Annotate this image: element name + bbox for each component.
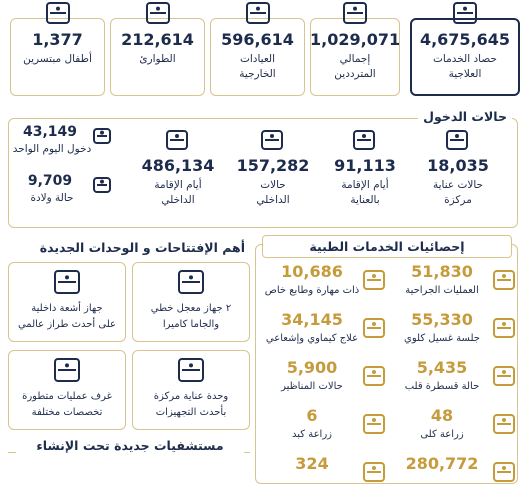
admissions-box	[8, 118, 518, 228]
icon	[353, 130, 375, 150]
summary-label: الخارجية	[239, 68, 276, 80]
opening-box	[8, 350, 126, 430]
medical-value: 34,145	[281, 310, 343, 329]
opening-line: بأحدث التجهيزات	[155, 407, 227, 418]
admission-label: الداخلي	[161, 194, 195, 206]
summary-box	[410, 18, 520, 96]
medical-label: زراعة كبد	[292, 429, 332, 440]
opening-line: والجاما كاميرا	[162, 319, 220, 330]
medical-value: 51,830	[411, 262, 473, 281]
admission-label: حالات	[260, 179, 286, 191]
icon	[453, 2, 477, 24]
summary-label: حصاد الخدمات	[433, 53, 497, 65]
admission-label: أيام الإقامة	[341, 179, 389, 191]
summary-value: 596,614	[221, 30, 294, 49]
admission-label: مركزة	[444, 194, 472, 206]
opening-line: ٢ جهاز معجل خطي	[150, 303, 232, 314]
side-value: 43,149	[22, 124, 78, 140]
icon	[178, 270, 204, 294]
icon	[54, 358, 80, 382]
summary-label: أطفال مبتسرين	[23, 53, 92, 65]
icon	[145, 2, 170, 24]
admission-label: الداخلي	[256, 194, 290, 206]
opening-box	[132, 350, 250, 430]
side-label: دخول اليوم الواحد	[12, 143, 92, 155]
icon	[493, 270, 515, 290]
admission-value: 486,134	[141, 156, 215, 175]
medical-label: ذات مهارة وطابع خاص	[264, 285, 360, 296]
summary-box	[210, 18, 305, 96]
summary-label: العلاجية	[448, 68, 482, 80]
icon	[178, 358, 204, 382]
summary-label: إجمالي	[339, 53, 371, 65]
summary-value: 1,377	[32, 30, 83, 49]
admission-value: 157,282	[236, 156, 310, 175]
medical-value: 6	[306, 406, 318, 425]
opening-line: على أحدث طراز عالمي	[17, 319, 117, 330]
medical-value: 48	[430, 406, 454, 425]
opening-line: تخصصات مختلفة	[31, 407, 103, 418]
icon	[363, 270, 385, 290]
summary-box	[110, 18, 205, 96]
summary-label: العيادات	[239, 53, 276, 65]
openings-title: أهم الإفتتاحات و الوحدات الجديدة	[8, 240, 250, 255]
medical-label: زراعة كلى	[420, 429, 464, 440]
opening-line: غرف عمليات متطورة	[22, 391, 112, 402]
side-value: 9,709	[27, 173, 73, 189]
opening-line: وحدة عناية مركزة	[153, 391, 229, 402]
admission-value: 91,113	[334, 156, 396, 175]
icon	[261, 130, 283, 150]
opening-line: جهاز أشعة داخلية	[31, 303, 103, 314]
medical-label: علاج كيماوي وإشعاعي	[265, 333, 359, 344]
icon	[493, 462, 515, 482]
icon	[363, 462, 385, 482]
opening-box	[132, 262, 250, 342]
icon	[93, 128, 111, 144]
admission-label: بالعناية	[350, 194, 380, 206]
icon	[493, 318, 515, 338]
summary-box	[310, 18, 400, 96]
side-label: حالة ولادة	[30, 192, 74, 204]
medical-value: 10,686	[281, 262, 343, 281]
icon	[493, 366, 515, 386]
openings-footer: مستشفيات جديدة تحت الإنشاء	[16, 438, 244, 453]
icon	[363, 366, 385, 386]
medical-value: 55,330	[411, 310, 473, 329]
medical-value: 324	[295, 454, 329, 473]
summary-value: 1,029,071	[310, 30, 401, 49]
summary-value: 212,614	[121, 30, 194, 49]
icon	[245, 2, 270, 24]
icon	[166, 130, 188, 150]
icon	[93, 177, 111, 193]
medical-label: حالات المناظير	[281, 381, 343, 392]
icon	[363, 318, 385, 338]
icon	[343, 2, 367, 24]
opening-box	[8, 262, 126, 342]
canvas: 4,675,645 حصاد الخدمات العلاجية 1,029,071 إج…	[8, 2, 520, 484]
icon	[45, 2, 70, 24]
icon	[493, 414, 515, 434]
icon	[446, 130, 468, 150]
medical-label: جلسة غسيل كلوي	[404, 333, 480, 344]
admission-label: أيام الإقامة	[154, 179, 202, 191]
icon	[54, 270, 80, 294]
summary-label: الطوارئ	[139, 53, 176, 65]
medical-label: العمليات الجراحية	[405, 285, 479, 296]
medical-title: إحصائيات الخدمات الطبية	[262, 235, 512, 258]
medical-label: حالة قسطرة قلب	[404, 381, 480, 392]
admissions-title: حالات الدخول	[418, 109, 512, 124]
medical-value: 5,435	[416, 358, 468, 377]
medical-value: 5,900	[286, 358, 338, 377]
summary-value: 4,675,645	[419, 30, 511, 49]
summary-label: المترددين	[334, 68, 376, 80]
summary-box	[10, 18, 105, 96]
icon	[363, 414, 385, 434]
admission-value: 18,035	[427, 156, 489, 175]
infographic: 4,675,645 حصاد الخدمات العلاجية 1,029,071 إج…	[8, 2, 520, 484]
page: {"summary":[ {"value":"4,675,645","label…	[8, 2, 520, 484]
admission-label: حالات عناية	[432, 179, 484, 191]
medical-value: 280,772	[405, 454, 479, 473]
